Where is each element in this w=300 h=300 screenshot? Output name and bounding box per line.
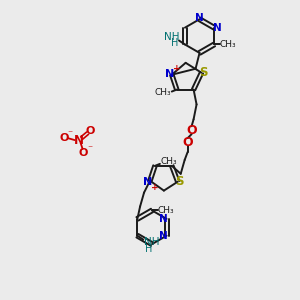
Text: CH₃: CH₃ [160, 158, 177, 166]
Text: +: + [173, 64, 181, 73]
Text: N: N [195, 13, 204, 23]
Text: N: N [165, 69, 174, 79]
Text: H: H [145, 244, 152, 254]
Text: N: N [143, 177, 153, 187]
Text: S: S [199, 66, 208, 79]
Text: N: N [159, 214, 168, 224]
Text: O: O [186, 124, 197, 137]
Text: S: S [176, 175, 184, 188]
Text: CH₃: CH₃ [158, 206, 174, 215]
Text: CH₃: CH₃ [220, 40, 236, 49]
Text: O: O [59, 133, 68, 143]
Text: O: O [79, 148, 88, 158]
Text: ⁻: ⁻ [87, 144, 92, 154]
Text: NH: NH [164, 32, 180, 42]
Text: N: N [213, 22, 221, 33]
Text: O: O [182, 136, 193, 148]
Text: ⁻: ⁻ [67, 129, 72, 139]
Text: N: N [74, 134, 84, 147]
Text: H: H [171, 38, 179, 49]
Text: NH: NH [143, 237, 159, 247]
Text: CH₃: CH₃ [154, 88, 171, 97]
Text: N: N [159, 231, 168, 241]
Text: +: + [151, 183, 159, 192]
Text: O: O [86, 126, 95, 136]
